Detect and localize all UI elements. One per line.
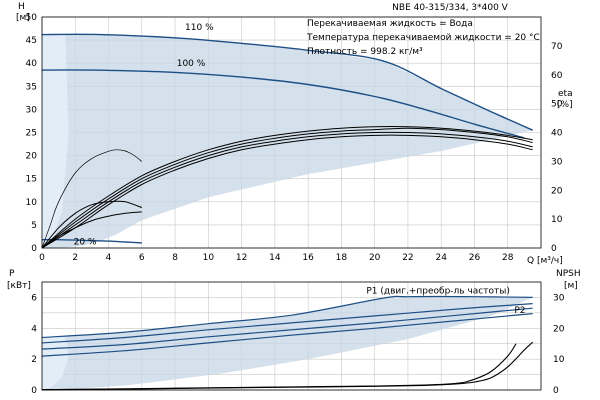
x-tick-label: 10 [203,253,215,263]
info-liquid: Перекачиваемая жидкость = Вода [307,19,473,29]
eta-tick-label: 50 [551,100,563,110]
power-npsh-chart: 0 2 4 6 0 10 20 30 P1 (двиг.+преобр-ль частоты)… [7,269,581,396]
p-tick-label: 4 [31,324,37,334]
h-tick-label: 35 [26,82,37,92]
h-tick-label: 30 [26,105,38,115]
eta-axis-unit: [%] [557,100,573,110]
p-axis-title: P [9,269,15,279]
x-tick-label: 14 [269,253,281,263]
x-tick-label: 18 [336,253,348,263]
head-curve-20 [41,238,142,244]
efficiency-curve [41,126,533,249]
q-axis-title: Q [м³/ч] [527,256,563,266]
eta-axis-title: eta [558,89,573,99]
p1-curve-max [41,295,533,339]
h-axis-unit: [м] [16,13,30,23]
p1-curve [41,303,533,344]
p2-curve-max [41,307,533,350]
eta-tick-label: 20 [551,186,563,196]
bottom-tick-labels: 0 2 4 6 0 10 20 30 [31,293,564,396]
npsh-tick-label: 0 [553,386,559,396]
h-tick-label: 45 [26,36,37,46]
efficiency-curve [41,127,533,249]
operating-range-area [42,34,533,248]
head-curve-110 [41,33,533,131]
bottom-curves [41,295,534,391]
top-tick-labels: 0 2 4 6 8 10 12 14 16 18 20 22 24 26 28051015202530354… [26,13,563,263]
eta-tick-label: 30 [551,157,563,167]
efficiency-curve [41,131,533,249]
npsh-axis-unit: [м] [564,281,578,291]
head-efficiency-chart: 0 2 4 6 8 10 12 14 16 18 20 22 24 26 28051015202530354… [16,2,573,266]
p-tick-label: 0 [31,386,37,396]
h-tick-label: 5 [31,221,37,231]
eta-tick-label: 60 [551,71,563,81]
bottom-plot-frame [41,281,542,391]
bottom-operating-area [42,296,533,390]
power-min-flow-area [42,336,69,390]
x-tick-label: 4 [106,253,112,263]
x-tick-label: 26 [469,253,481,263]
h-axis-title: H [18,2,25,12]
h-tick-label: 0 [31,244,37,254]
eta-tick-label: 40 [551,129,563,139]
x-tick-label: 28 [502,253,514,263]
efficiency-curve-low-speed [41,149,143,249]
npsh-tick-label: 10 [553,355,565,365]
top-plot-frame [41,16,542,249]
x-tick-label: 0 [39,253,45,263]
p2-label: P2 [514,306,525,316]
info-temperature: Температура перекачиваемой жидкости = 20… [306,33,540,43]
x-tick-label: 6 [139,253,145,263]
x-tick-label: 8 [172,253,178,263]
h-tick-label: 15 [26,175,37,185]
x-tick-label: 16 [302,253,314,263]
p-tick-label: 6 [31,293,37,303]
p-tick-label: 2 [31,355,37,365]
pump-model-title: NBE 40-315/334, 3*400 V [392,3,509,13]
p-axis-unit: [кВт] [7,281,31,291]
h-tick-label: 40 [26,59,38,69]
h-tick-label: 10 [26,198,38,208]
p1-label: P1 (двиг.+преобр-ль частоты) [366,287,510,297]
eta-tick-label: 70 [551,42,563,52]
efficiency-curve [41,134,533,249]
h-tick-label: 25 [26,129,37,139]
npsh-axis-title: NPSH [556,269,581,279]
curve-label: 110 % [185,23,214,33]
npsh-tick-label: 20 [553,324,565,334]
head-curve-100 [41,69,525,139]
top-curves [41,33,533,249]
curve-label: 100 % [177,59,206,69]
x-tick-label: 24 [435,253,447,263]
npsh-curve [41,341,534,391]
efficiency-curve [41,211,142,249]
h-tick-label: 20 [26,152,38,162]
power-operating-area [42,296,533,390]
bottom-curve-labels: P1 (двиг.+преобр-ль частоты) P2 [366,287,525,316]
x-tick-label: 22 [402,253,413,263]
x-tick-label: 20 [369,253,381,263]
curve-label: 20 % [74,237,97,247]
eta-tick-label: 10 [551,215,563,225]
npsh-tick-label: 30 [553,293,565,303]
efficiency-curve [41,200,142,249]
top-curve-labels: 110 % 100 % 20 % [74,23,214,247]
info-density: Плотность = 998.2 кг/м³ [307,47,423,57]
eta-tick-label: 0 [551,244,557,254]
x-tick-label: 12 [236,253,247,263]
h-tick-label: 50 [26,13,38,23]
p2-curve [41,313,533,357]
top-operating-area [42,34,533,248]
x-tick-label: 2 [72,253,78,263]
